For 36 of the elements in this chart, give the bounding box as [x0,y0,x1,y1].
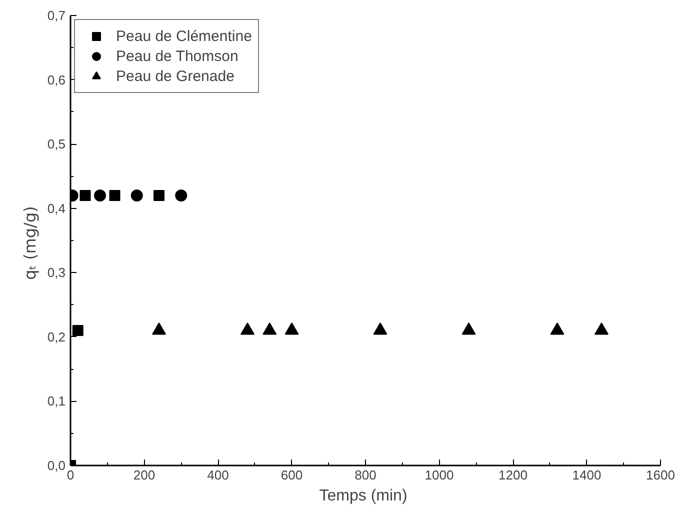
legend-label: Peau de Clémentine [116,28,252,44]
y-tick-label: 0,0 [47,458,66,473]
point [550,322,564,335]
x-tick-label: 1200 [498,468,528,482]
point [594,322,608,335]
point [373,322,388,335]
point [109,190,120,201]
x-tick-label: 0 [66,468,74,482]
y-tick-label: 0,3 [47,265,66,280]
x-tick-label: 1000 [424,468,454,482]
point [262,322,277,335]
y-tick-label: 0,7 [47,8,66,23]
x-tick-label: 1600 [646,468,675,482]
y-tick-label: 0,4 [47,200,66,216]
y-tick-label: 0,1 [47,394,66,409]
y-tick-label: 0,5 [47,136,66,152]
point [284,322,299,335]
point [80,190,91,201]
x-axis-title: Temps (min) [319,488,408,504]
point [94,190,106,202]
legend-label: Peau de Grenade [116,68,234,84]
point [240,322,254,335]
x-tick-label: 600 [280,468,303,482]
point [154,190,164,201]
y-tick-label: 0,6 [47,72,66,88]
point [130,190,143,202]
point [462,322,476,335]
x-tick-label: 800 [354,468,376,482]
legend-label: Peau de Thomson [116,48,238,64]
x-tick-label: 1400 [572,468,602,482]
x-tick-label: 400 [207,468,229,482]
x-tick-label: 200 [133,468,156,482]
y-tick-label: 0,2 [47,329,66,344]
y-axis-title: qₜ (mg/g) [20,206,40,280]
point [175,190,188,202]
point [152,322,166,335]
